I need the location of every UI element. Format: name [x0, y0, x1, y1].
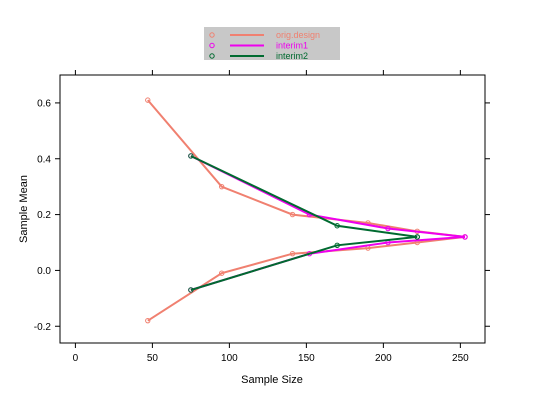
legend-marker — [209, 53, 215, 59]
legend-marker — [209, 42, 215, 49]
data-point — [289, 250, 296, 257]
data-point — [188, 287, 194, 293]
data-point — [462, 234, 468, 240]
x-tick-label: 100 — [221, 353, 238, 364]
axis-ticks — [55, 70, 490, 348]
data-point — [145, 97, 151, 103]
y-tick-label: 0.0 — [37, 266, 51, 277]
legend-label: interim2 — [276, 51, 308, 61]
data-point — [289, 211, 296, 218]
x-tick-label: 150 — [298, 353, 315, 364]
x-axis-title: Sample Size — [241, 374, 303, 386]
legend-label: orig.design — [276, 30, 320, 40]
data-point — [414, 234, 420, 240]
data-point — [218, 270, 225, 276]
x-tick-label: 200 — [375, 353, 392, 364]
x-tick-label: 0 — [73, 353, 79, 364]
series-line-upper — [190, 155, 466, 238]
data-point — [334, 242, 340, 248]
series-line-lower — [190, 235, 418, 291]
series-layer — [145, 97, 468, 324]
x-tick-label: 50 — [147, 353, 159, 364]
y-tick-label: 0.2 — [37, 210, 51, 221]
axis-tick-labels: 0 50 100 150 200 250 -0.2 0.0 0.2 0.4 0.6 — [34, 98, 469, 364]
data-point — [188, 153, 194, 159]
x-tick-label: 250 — [452, 353, 469, 364]
data-point — [385, 225, 391, 232]
y-tick-label: 0.6 — [37, 98, 51, 109]
legend-background — [204, 27, 340, 60]
plot-frame — [59, 74, 486, 344]
series-line-lower — [190, 235, 466, 291]
data-point — [334, 223, 340, 229]
legend-label: interim1 — [276, 41, 308, 51]
series-line-lower — [147, 235, 466, 322]
series-line-upper — [147, 99, 466, 238]
y-axis-title: Sample Mean — [18, 175, 30, 243]
series-interim2 — [188, 153, 420, 293]
y-tick-label: 0.4 — [37, 154, 51, 165]
y-tick-label: -0.2 — [34, 322, 52, 333]
series-line-upper — [190, 155, 418, 238]
legend-marker — [209, 32, 215, 38]
data-point — [145, 317, 151, 324]
data-point — [218, 183, 225, 190]
